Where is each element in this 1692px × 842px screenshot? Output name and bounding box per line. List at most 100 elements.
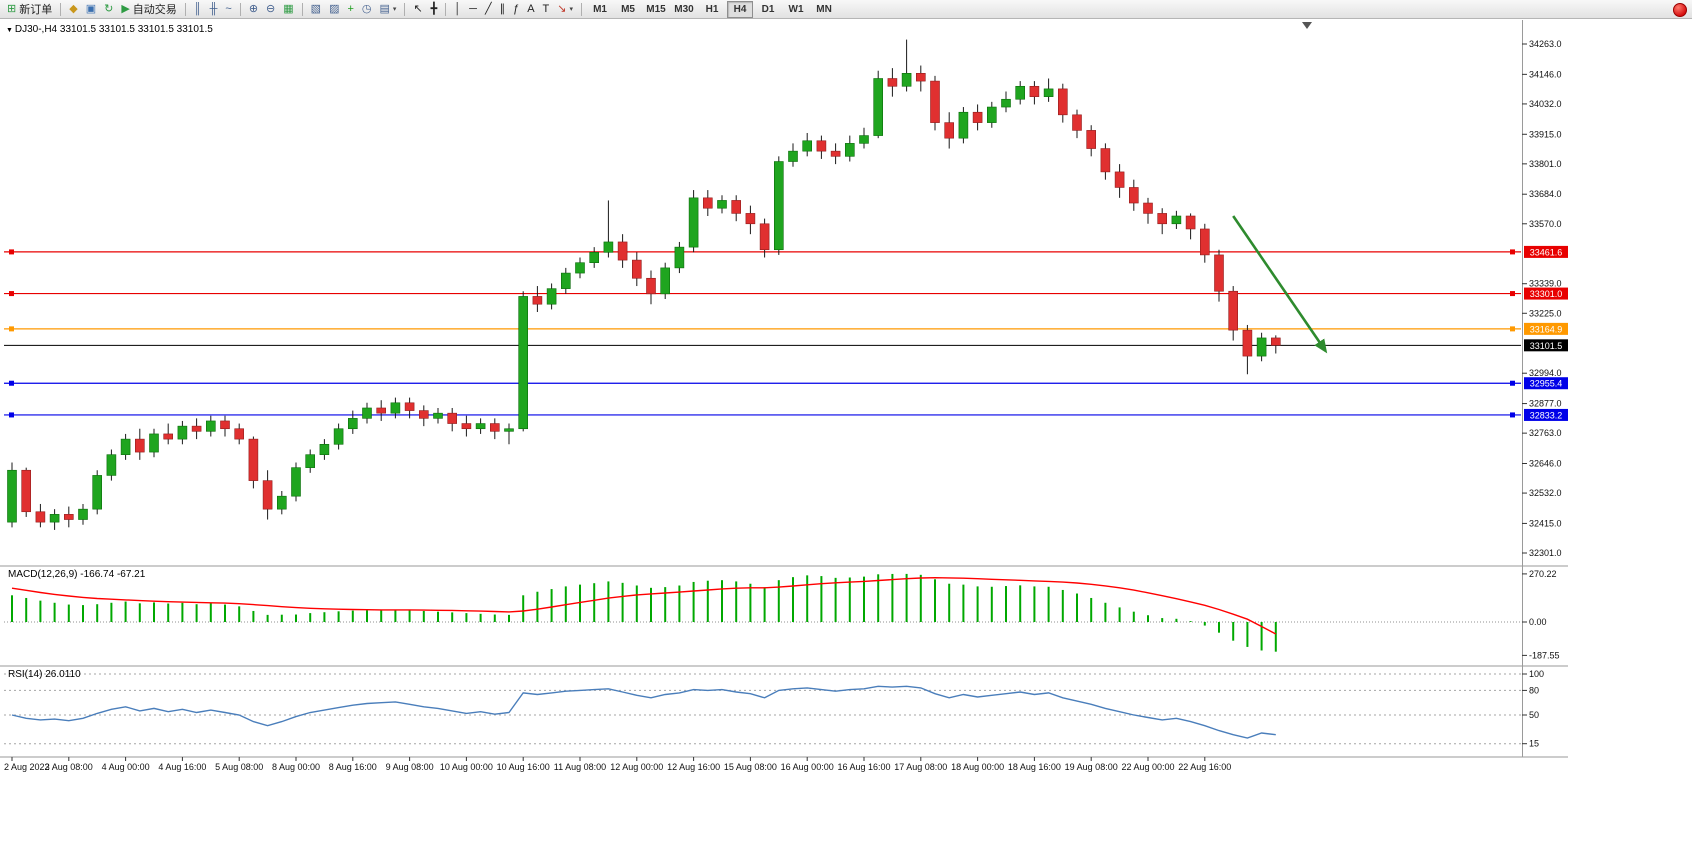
- candle-body: [1214, 254, 1224, 292]
- candle-body: [745, 213, 756, 225]
- timeframe-m1-button[interactable]: M1: [593, 3, 607, 15]
- market-watch-button[interactable]: ◆: [65, 0, 81, 19]
- level-edge-handle[interactable]: [1510, 326, 1515, 332]
- timeframe-d1-button[interactable]: D1: [761, 3, 775, 15]
- text-button[interactable]: A: [523, 0, 538, 19]
- candle-body: [702, 197, 713, 209]
- candle-body: [461, 423, 472, 430]
- time-axis-label: 19 Aug 08:00: [1065, 762, 1118, 772]
- main-toolbar: ⊞ 新订单 ◆ ▣ ↻ ▶ 自动交易 ║ ╫ ~ ⊕ ⊖ ▦ ▧ ▨ + ◷ ▤ ▾ ↖ ╋ │ ─ ╱ ∥ ƒ A T ↘ ▾ M1 M5 M…: [0, 0, 1692, 19]
- candle-body: [333, 428, 344, 445]
- level-edge-handle[interactable]: [9, 249, 14, 255]
- candle-body: [717, 200, 727, 209]
- timeframe-m5-button[interactable]: M5: [621, 3, 635, 15]
- macd-indicator-label: MACD(12,26,9) -166.74 -67.21: [8, 569, 145, 580]
- time-axis-label: 5 Aug 08:00: [215, 762, 263, 772]
- level-edge-handle[interactable]: [1510, 380, 1515, 386]
- zoom-in-icon: ⊕: [248, 2, 259, 15]
- time-axis[interactable]: [0, 757, 1568, 779]
- level-edge-handle[interactable]: [9, 326, 14, 332]
- line-chart-button[interactable]: ~: [221, 0, 235, 19]
- candle-body: [944, 122, 955, 139]
- crosshair-button[interactable]: ╋: [427, 0, 442, 19]
- candle-body: [106, 454, 117, 476]
- time-axis-label: 9 Aug 08:00: [386, 762, 434, 772]
- price-tag: [1524, 377, 1568, 390]
- data-window-icon: ▣: [85, 2, 97, 15]
- arrows-button[interactable]: ↘ ▾: [553, 0, 577, 19]
- timeframe-w1-button[interactable]: W1: [788, 3, 804, 15]
- level-edge-handle[interactable]: [9, 291, 14, 297]
- candle-body: [220, 420, 230, 430]
- new-order-button[interactable]: ⊞ 新订单: [3, 0, 56, 19]
- rsi-name: RSI(14): [8, 669, 43, 680]
- dropdown-caret-icon: ▾: [569, 6, 574, 13]
- price-axis[interactable]: [1522, 20, 1568, 757]
- profiles-button[interactable]: ▨: [325, 0, 343, 19]
- toolbar-separator: [60, 2, 62, 16]
- auto-trading-button[interactable]: ▶ 自动交易: [117, 0, 180, 19]
- candle-body: [248, 438, 259, 481]
- level-edge-handle[interactable]: [1510, 412, 1515, 418]
- text-label-button[interactable]: T: [539, 0, 554, 19]
- level-edge-handle[interactable]: [1510, 291, 1515, 297]
- zoom-in-button[interactable]: ⊕: [245, 0, 262, 19]
- timeframe-h1-button[interactable]: H1: [705, 3, 719, 15]
- level-edge-handle[interactable]: [9, 380, 14, 386]
- horizontal-line-button[interactable]: ─: [465, 0, 481, 19]
- time-axis-label: 17 Aug 08:00: [894, 762, 947, 772]
- level-edge-handle[interactable]: [9, 412, 14, 418]
- zoom-out-button[interactable]: ⊖: [262, 0, 279, 19]
- tile-windows-button[interactable]: ▦: [279, 0, 297, 19]
- fibonacci-button[interactable]: ƒ: [509, 0, 523, 19]
- candle-body: [1200, 228, 1210, 256]
- timeframe-m30-button[interactable]: M30: [674, 3, 694, 15]
- macd-name: MACD(12,26,9): [8, 569, 78, 580]
- rsi-axis-label: 100: [1529, 669, 1544, 679]
- timeframe-m15-button[interactable]: M15: [646, 3, 666, 15]
- refresh-button[interactable]: ↻: [100, 0, 117, 19]
- candle-body: [163, 433, 173, 440]
- candle-body: [873, 78, 884, 136]
- data-window-button[interactable]: ▣: [82, 0, 100, 19]
- news-alert-icon[interactable]: [1673, 3, 1687, 17]
- candle-body: [404, 402, 415, 411]
- price-axis-label: 32415.0: [1529, 518, 1562, 528]
- candle-body: [49, 514, 60, 523]
- indicators-button[interactable]: +: [343, 0, 357, 19]
- time-axis-label: 22 Aug 00:00: [1121, 762, 1174, 772]
- candle-body: [1100, 148, 1111, 173]
- periods-button[interactable]: ◷: [358, 0, 376, 19]
- timeframe-mn-button[interactable]: MN: [816, 3, 832, 15]
- symbol-collapse-icon[interactable]: ▼: [6, 27, 15, 34]
- bar-chart-button[interactable]: ║: [190, 0, 206, 19]
- add-indicator-icon: +: [347, 2, 354, 15]
- candle-body: [447, 412, 458, 424]
- candle-body: [575, 262, 585, 274]
- trend-arrow-object[interactable]: [1232, 215, 1328, 354]
- price-tag-label: 33461.6: [1530, 247, 1563, 257]
- arrow-object-icon: ↘: [557, 2, 567, 15]
- rsi-axis-label: 80: [1529, 685, 1539, 695]
- price-tag-label: 33101.5: [1530, 341, 1563, 351]
- candle-body: [206, 420, 216, 432]
- cursor-button[interactable]: ↖: [409, 0, 426, 19]
- vertical-line-button[interactable]: │: [450, 0, 465, 19]
- candle-body: [1185, 215, 1196, 230]
- timeframe-h4-button[interactable]: H4: [727, 0, 754, 18]
- templates-button[interactable]: ▤ ▾: [376, 0, 401, 19]
- trendline-button[interactable]: ╱: [481, 0, 496, 19]
- candle-body: [1129, 187, 1139, 204]
- chart-shift-marker[interactable]: [1302, 22, 1312, 29]
- level-edge-handle[interactable]: [1510, 249, 1515, 255]
- channel-button[interactable]: ∥: [496, 0, 510, 19]
- channel-icon: ∥: [499, 2, 506, 15]
- candle-body: [390, 402, 401, 414]
- candle-body: [930, 80, 940, 123]
- candlestick-chart-button[interactable]: ╫: [206, 0, 222, 19]
- toolbar-separator: [581, 2, 583, 16]
- new-chart-button[interactable]: ▧: [307, 0, 325, 19]
- candle-body: [915, 73, 926, 82]
